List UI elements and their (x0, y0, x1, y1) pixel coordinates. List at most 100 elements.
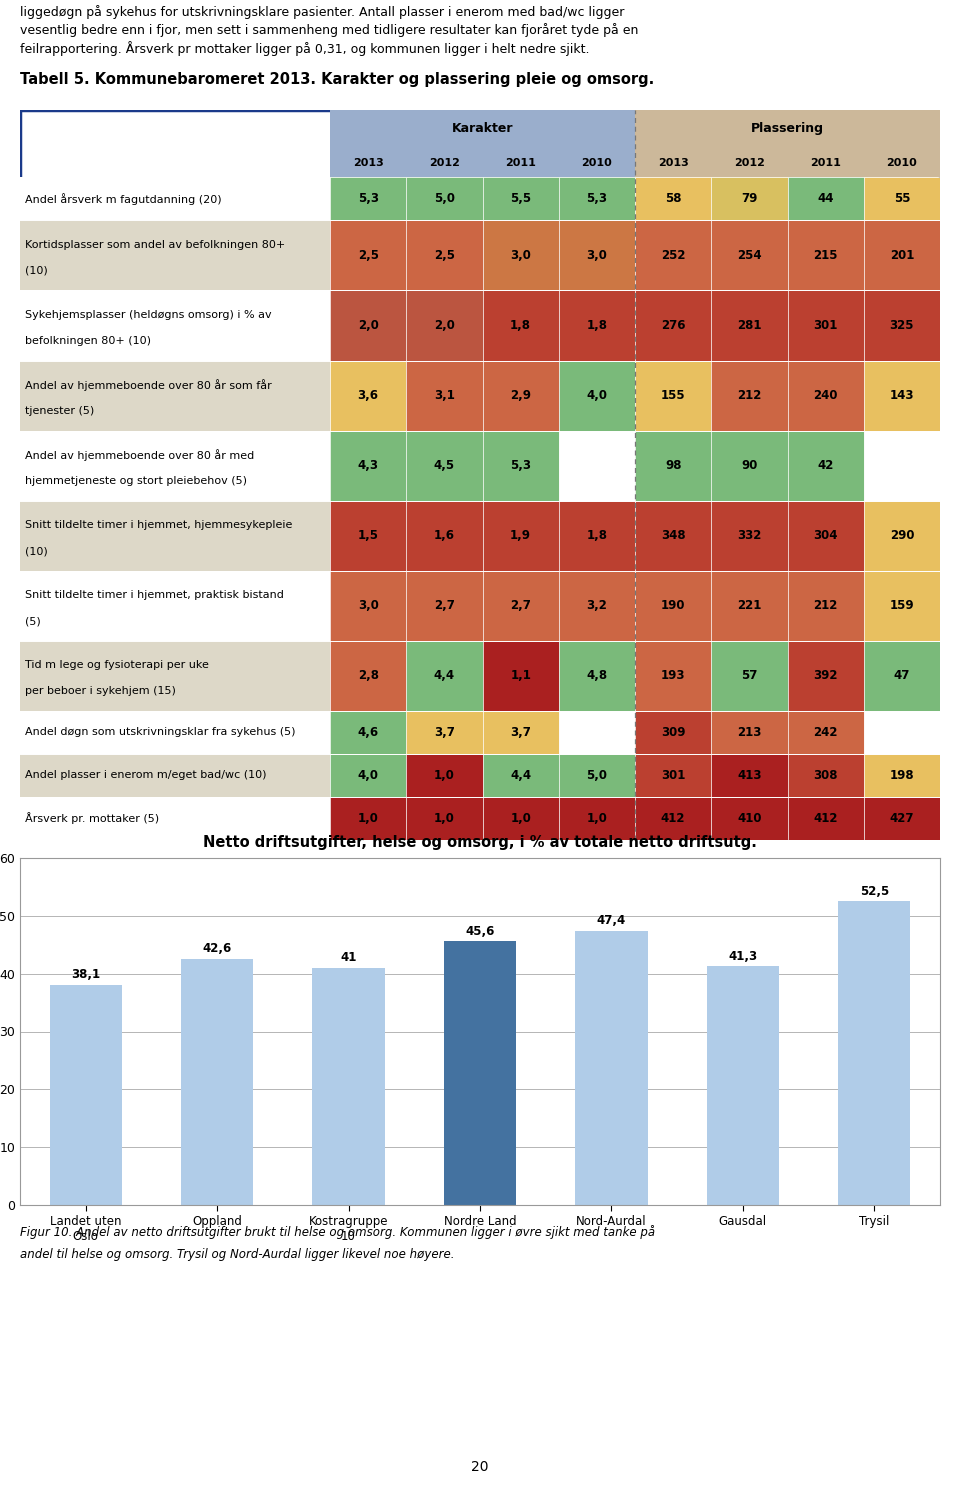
Bar (787, 571, 864, 640)
Text: 2011: 2011 (810, 158, 841, 168)
Text: 301: 301 (660, 768, 685, 782)
Bar (330, 147, 635, 177)
Bar (864, 710, 940, 753)
Bar (20, 431, 330, 501)
Bar (635, 796, 711, 840)
Bar (864, 571, 940, 640)
Text: 348: 348 (660, 529, 685, 542)
Text: 52,5: 52,5 (859, 884, 889, 898)
Bar (50, 985, 122, 1205)
Bar (20, 710, 330, 753)
Text: 2,7: 2,7 (510, 599, 531, 612)
Text: 212: 212 (813, 599, 838, 612)
Bar (635, 361, 711, 431)
Text: 276: 276 (660, 319, 685, 331)
Text: 427: 427 (890, 811, 914, 825)
Bar (330, 177, 406, 220)
Text: 4,0: 4,0 (587, 389, 608, 403)
Bar (787, 501, 864, 571)
Bar (330, 710, 406, 753)
Bar (406, 431, 483, 501)
Text: 2012: 2012 (429, 158, 460, 168)
Bar (330, 571, 406, 640)
Bar (787, 177, 864, 220)
Bar (406, 753, 483, 796)
Text: 198: 198 (890, 768, 914, 782)
Text: feilrapportering. Årsverk pr mottaker ligger på 0,31, og kommunen ligger i helt : feilrapportering. Årsverk pr mottaker li… (20, 42, 589, 56)
Text: 2,8: 2,8 (358, 669, 378, 682)
Text: 2013: 2013 (352, 158, 383, 168)
Text: 5,3: 5,3 (587, 192, 608, 205)
Text: Andel årsverk m fagutdanning (20): Andel årsverk m fagutdanning (20) (25, 193, 222, 205)
Bar (635, 501, 711, 571)
Bar (711, 753, 787, 796)
Text: 240: 240 (813, 389, 838, 403)
Text: 38,1: 38,1 (71, 969, 100, 981)
Text: andel til helse og omsorg. Trysil og Nord-Aurdal ligger likevel noe høyere.: andel til helse og omsorg. Trysil og Nor… (20, 1248, 454, 1262)
Text: 2,7: 2,7 (434, 599, 455, 612)
Text: (10): (10) (25, 266, 48, 276)
Text: 1,0: 1,0 (587, 811, 608, 825)
Bar (483, 501, 559, 571)
Text: 44: 44 (817, 192, 834, 205)
Bar (330, 640, 406, 710)
Text: 57: 57 (741, 669, 757, 682)
Text: 3,0: 3,0 (587, 250, 608, 262)
Text: 42,6: 42,6 (203, 942, 231, 955)
Text: 1,0: 1,0 (358, 811, 378, 825)
Bar (330, 501, 406, 571)
Text: 3,7: 3,7 (434, 725, 455, 739)
Text: 4,0: 4,0 (358, 768, 378, 782)
Bar (787, 220, 864, 290)
Text: 4,8: 4,8 (587, 669, 608, 682)
Bar (483, 571, 559, 640)
Text: 55: 55 (894, 192, 910, 205)
Text: 1,0: 1,0 (434, 811, 455, 825)
Text: 41: 41 (341, 951, 357, 964)
Bar (635, 571, 711, 640)
Text: 254: 254 (737, 250, 761, 262)
Bar (483, 361, 559, 431)
Bar (406, 361, 483, 431)
Text: 252: 252 (660, 250, 685, 262)
Text: liggedøgn på sykehus for utskrivningsklare pasienter. Antall plasser i enerom me: liggedøgn på sykehus for utskrivningskla… (20, 4, 624, 19)
Text: 215: 215 (813, 250, 838, 262)
Text: 3,6: 3,6 (358, 389, 378, 403)
Text: 309: 309 (660, 725, 685, 739)
Bar (711, 710, 787, 753)
Text: 5,0: 5,0 (434, 192, 455, 205)
Bar (635, 290, 711, 361)
Bar (711, 361, 787, 431)
Bar (711, 571, 787, 640)
Bar (864, 640, 940, 710)
Text: hjemmetjeneste og stort pleiebehov (5): hjemmetjeneste og stort pleiebehov (5) (25, 476, 247, 486)
Text: 332: 332 (737, 529, 761, 542)
Text: 155: 155 (660, 389, 685, 403)
Bar (559, 177, 635, 220)
Text: 79: 79 (741, 192, 757, 205)
Text: 304: 304 (813, 529, 838, 542)
Text: per beboer i sykehjem (15): per beboer i sykehjem (15) (25, 687, 176, 695)
Text: 47,4: 47,4 (597, 914, 626, 927)
Text: 290: 290 (890, 529, 914, 542)
Text: 143: 143 (890, 389, 914, 403)
Bar (787, 431, 864, 501)
Text: 5,3: 5,3 (358, 192, 378, 205)
Text: 2,9: 2,9 (510, 389, 531, 403)
Text: Snitt tildelte timer i hjemmet, praktisk bistand: Snitt tildelte timer i hjemmet, praktisk… (25, 590, 284, 600)
Bar (864, 431, 940, 501)
Text: 4,6: 4,6 (357, 725, 378, 739)
Text: 45,6: 45,6 (466, 924, 494, 938)
Text: Andel døgn som utskrivningsklar fra sykehus (5): Andel døgn som utskrivningsklar fra syke… (25, 727, 296, 737)
Bar (406, 710, 483, 753)
Bar (711, 431, 787, 501)
Bar (330, 431, 406, 501)
Text: 212: 212 (737, 389, 761, 403)
Bar (559, 571, 635, 640)
Bar (330, 796, 406, 840)
Text: 3,7: 3,7 (510, 725, 531, 739)
Text: 2010: 2010 (582, 158, 612, 168)
Bar (635, 147, 940, 177)
Bar (787, 710, 864, 753)
Bar (635, 177, 711, 220)
